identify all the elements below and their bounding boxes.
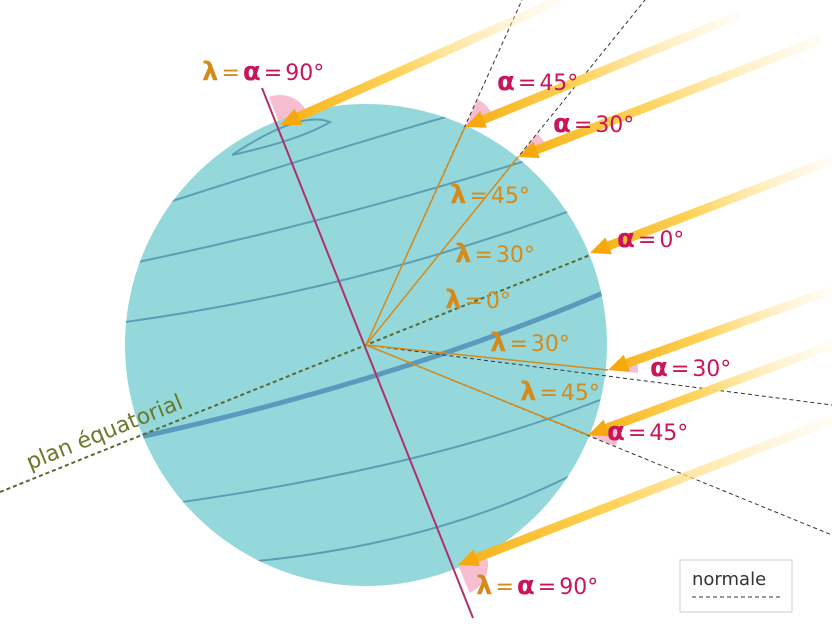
label-text: =	[638, 228, 656, 253]
ray	[290, 0, 562, 124]
symbol: λ	[490, 328, 506, 358]
label-text: 45°	[561, 381, 600, 406]
annotation: λ = α = 90°	[476, 571, 598, 601]
symbol: α	[553, 109, 571, 139]
label-text: 30°	[496, 243, 535, 268]
rotation-axis	[261, 87, 474, 619]
annotation: λ = α = 90°	[202, 57, 324, 87]
ray-head	[458, 549, 480, 567]
label-text: =	[464, 289, 482, 314]
label-text: =	[671, 357, 689, 382]
annotation: α = 45°	[607, 417, 688, 447]
label-text: 30°	[531, 332, 570, 357]
ray	[601, 155, 832, 253]
symbol: λ	[520, 377, 536, 407]
label-text: =	[539, 381, 557, 406]
annotation: α = 45°	[497, 67, 578, 97]
parallels	[125, 109, 607, 586]
symbol: λ	[202, 57, 218, 87]
ray-head	[588, 419, 610, 437]
angle-wedge	[269, 95, 308, 125]
ray	[469, 415, 832, 565]
symbol: λ	[455, 239, 471, 269]
annotation: α = 30°	[650, 353, 731, 383]
label-text: 30°	[692, 357, 731, 382]
symbol: α	[607, 417, 625, 447]
label-text: =	[474, 243, 492, 268]
ray-head	[590, 237, 612, 255]
ray	[619, 285, 832, 370]
symbol: α	[497, 67, 515, 97]
symbol: λ	[445, 285, 461, 315]
ray	[599, 340, 832, 435]
label-text: =	[574, 113, 592, 138]
ray	[529, 35, 822, 157]
symbol: α	[517, 571, 535, 601]
label-text: =	[628, 421, 646, 446]
label-text: =	[221, 61, 239, 86]
label-text: 90°	[559, 575, 598, 600]
symbol: α	[617, 224, 635, 254]
legend-label: normale	[692, 569, 766, 590]
label-text: 45°	[649, 421, 688, 446]
ray-head	[608, 354, 630, 372]
annotation: λ = 0°	[445, 285, 511, 315]
sun-rays	[280, 0, 832, 567]
annotation: λ = 30°	[490, 328, 570, 358]
ray-head	[280, 108, 302, 126]
equatorial-plane	[0, 254, 591, 493]
symbol: λ	[476, 571, 492, 601]
legend-box	[679, 559, 793, 613]
label-text: 30°	[595, 113, 634, 138]
annotation: α = 30°	[553, 109, 634, 139]
label-text: =	[469, 184, 487, 209]
annotation: λ = 45°	[450, 180, 530, 210]
label-text: =	[538, 575, 556, 600]
annotation: α = 0°	[617, 224, 684, 254]
label-text: =	[495, 575, 513, 600]
annotation: λ = 30°	[455, 239, 535, 269]
ray-head	[465, 111, 487, 128]
annotations: λ = α = 90° α = 45°α = 30°λ = 45°λ = 30°α = 0°λ = 0°λ = 30°…	[202, 57, 731, 601]
label-text: =	[509, 332, 527, 357]
label-text: =	[518, 71, 536, 96]
ray	[476, 10, 742, 126]
label-text: =	[264, 61, 282, 86]
ray-head	[518, 141, 540, 159]
label-text: 45°	[539, 71, 578, 96]
label-text: 0°	[486, 289, 511, 314]
symbol: λ	[450, 180, 466, 210]
annotation: λ = 45°	[520, 377, 600, 407]
symbol: α	[650, 353, 668, 383]
symbol: α	[243, 57, 261, 87]
label-text: 45°	[491, 184, 530, 209]
radii	[365, 126, 609, 436]
label-text: 0°	[659, 228, 684, 253]
label-text: 90°	[285, 61, 324, 86]
